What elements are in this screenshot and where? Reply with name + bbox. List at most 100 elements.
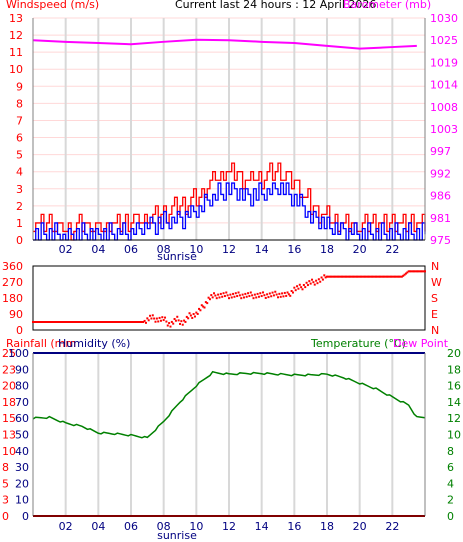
- direction-point: [149, 314, 152, 317]
- direction-point: [270, 295, 273, 298]
- x-tick-label: 06: [124, 520, 138, 533]
- direction-point: [183, 319, 186, 322]
- direction-point: [366, 275, 369, 278]
- direction-point: [144, 321, 147, 324]
- direction-point: [42, 321, 45, 323]
- direction-tick-label: 0: [16, 324, 23, 337]
- direction-point: [256, 292, 259, 295]
- direction-point: [179, 322, 181, 325]
- direction-point: [164, 316, 167, 319]
- direction-point: [309, 282, 312, 285]
- direction-point: [414, 270, 417, 273]
- direction-point: [159, 319, 162, 322]
- barometer-tick-label: 1030: [430, 12, 458, 25]
- compass-tick-label: N: [431, 260, 439, 273]
- direction-point: [354, 275, 357, 278]
- windspeed-tick-label: 4: [16, 166, 23, 179]
- direction-point: [271, 291, 274, 294]
- windspeed-tick-label: 10: [9, 63, 23, 76]
- direction-point: [87, 321, 90, 323]
- windspeed-tick-label: 1: [16, 217, 23, 230]
- direction-point: [213, 292, 216, 295]
- direction-point: [127, 321, 130, 323]
- direction-tick-label: 360: [2, 260, 23, 273]
- direction-point: [320, 276, 323, 279]
- direction-point: [204, 301, 207, 304]
- direction-point: [232, 292, 235, 295]
- direction-point: [226, 294, 229, 297]
- direction-point: [264, 296, 267, 299]
- barometer-tick-label: 992: [430, 167, 451, 180]
- direction-tick-label: 180: [2, 292, 23, 305]
- x-tick-label: 04: [91, 520, 105, 533]
- rainfall-tick-label: 25: [2, 347, 16, 360]
- direction-point: [260, 295, 263, 298]
- direction-point: [132, 321, 135, 323]
- direction-point: [399, 275, 402, 278]
- direction-point: [40, 321, 43, 323]
- direction-point: [301, 288, 304, 291]
- dewpoint-axis-title: Dew Point: [393, 337, 449, 350]
- direction-point: [357, 275, 360, 278]
- direction-point: [81, 321, 83, 323]
- direction-point: [75, 321, 78, 323]
- humidity-tick-label: 70: [15, 396, 29, 409]
- direction-point: [146, 317, 149, 320]
- humidity-tick-label: 80: [15, 380, 29, 393]
- humidity-tick-label: 10: [15, 494, 29, 507]
- direction-point: [234, 292, 237, 295]
- direction-point: [396, 275, 399, 278]
- direction-point: [119, 321, 122, 323]
- direction-tick-label: 90: [9, 308, 23, 321]
- direction-point: [257, 295, 260, 298]
- direction-point: [392, 275, 395, 278]
- direction-point: [70, 321, 73, 323]
- direction-point: [238, 294, 241, 297]
- direction-point: [321, 278, 324, 281]
- direction-point: [285, 294, 288, 297]
- x-tick-label: 22: [385, 520, 399, 533]
- direction-point: [170, 320, 173, 323]
- direction-point: [181, 323, 184, 326]
- temperature-tick-label: 14: [447, 396, 461, 409]
- direction-point: [38, 321, 41, 323]
- rainfall-tick-label: 8: [2, 461, 9, 474]
- direction-point: [172, 322, 175, 325]
- direction-point: [101, 321, 104, 323]
- direction-point: [345, 275, 348, 278]
- barometer-axis-title: Barometer (mb): [343, 0, 431, 11]
- sunrise-label: sunrise: [157, 250, 197, 263]
- direction-point: [291, 291, 294, 294]
- direction-point: [157, 320, 160, 323]
- wind-gust-series: [33, 162, 426, 241]
- direction-point: [104, 321, 107, 323]
- direction-point: [166, 324, 169, 327]
- direction-point: [218, 296, 221, 299]
- direction-point: [64, 321, 67, 323]
- direction-point: [83, 321, 86, 323]
- rainfall-tick-label: 10: [2, 445, 16, 458]
- x-tick-label: 08: [157, 520, 171, 533]
- temperature-tick-label: 8: [447, 445, 454, 458]
- direction-point: [57, 321, 60, 323]
- windspeed-tick-label: 6: [16, 132, 23, 145]
- direction-point: [187, 317, 190, 320]
- direction-point: [86, 321, 89, 323]
- humidity-tick-label: 50: [15, 429, 29, 442]
- direction-point: [324, 276, 327, 279]
- x-tick-label: 10: [189, 243, 203, 256]
- barometer-tick-label: 986: [430, 190, 451, 203]
- direction-point: [230, 296, 233, 299]
- direction-point: [74, 321, 77, 323]
- direction-point: [154, 320, 157, 323]
- direction-point: [343, 275, 346, 278]
- direction-point: [237, 291, 240, 294]
- sunrise-label-lower: sunrise: [157, 529, 197, 542]
- direction-point: [134, 321, 137, 323]
- direction-point: [300, 286, 303, 289]
- direction-point: [334, 275, 337, 278]
- direction-point: [302, 283, 305, 286]
- x-tick-label: 20: [353, 520, 367, 533]
- temperature-humidity-chart: 02 04 06 08 10 12 14 16 18 20 22035810131518202325…: [2, 347, 461, 533]
